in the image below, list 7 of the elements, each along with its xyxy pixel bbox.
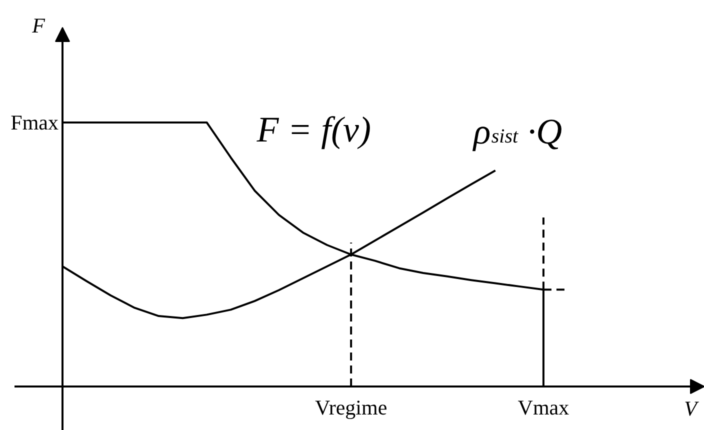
x-axis-title: V bbox=[684, 396, 700, 420]
series-label: F = f(v) bbox=[256, 110, 372, 150]
annotation: Fmax bbox=[10, 110, 59, 134]
x-tick-label: Vregime bbox=[314, 396, 388, 420]
series-label: ρsist ·Q bbox=[472, 112, 562, 152]
x-tick-label: Vmax bbox=[518, 396, 570, 420]
y-axis-title: F bbox=[31, 14, 46, 38]
